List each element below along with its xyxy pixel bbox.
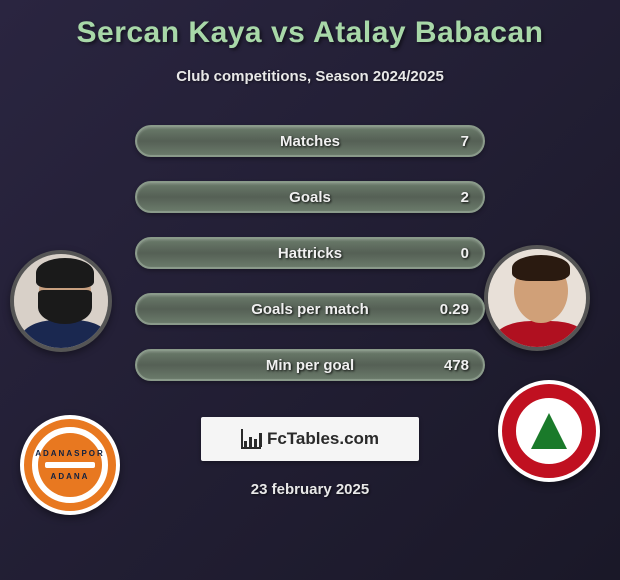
stat-row-goals-per-match: Goals per match 0.29 xyxy=(135,293,485,325)
tree-icon xyxy=(531,413,567,449)
stat-value: 478 xyxy=(444,357,469,374)
stat-value: 0 xyxy=(461,245,469,262)
stat-value: 2 xyxy=(461,189,469,206)
content-area: ADANASPOR ADANA Matches 7 Goals 2 Hattri… xyxy=(0,125,620,498)
stat-label: Min per goal xyxy=(266,357,354,374)
subtitle: Club competitions, Season 2024/2025 xyxy=(176,68,444,85)
logo-text: FcTables.com xyxy=(267,429,379,449)
stat-label: Goals per match xyxy=(251,301,369,318)
comparison-card: Sercan Kaya vs Atalay Babacan Club compe… xyxy=(0,0,620,508)
stat-row-goals: Goals 2 xyxy=(135,181,485,213)
player-right-avatar xyxy=(484,245,590,351)
club-badge-right xyxy=(498,380,600,482)
club-badge-left: ADANASPOR ADANA xyxy=(20,415,120,515)
player-left-avatar xyxy=(10,250,112,352)
chart-icon xyxy=(241,429,261,449)
stat-label: Goals xyxy=(289,189,331,206)
stat-row-min-per-goal: Min per goal 478 xyxy=(135,349,485,381)
stat-label: Matches xyxy=(280,133,340,150)
page-title: Sercan Kaya vs Atalay Babacan xyxy=(77,16,544,50)
badge-left-text-top: ADANASPOR xyxy=(35,449,105,458)
stat-value: 7 xyxy=(461,133,469,150)
stat-label: Hattricks xyxy=(278,245,342,262)
stat-row-hattricks: Hattricks 0 xyxy=(135,237,485,269)
stat-value: 0.29 xyxy=(440,301,469,318)
badge-left-text-bottom: ADANA xyxy=(51,472,90,481)
bridge-icon xyxy=(45,462,95,468)
source-logo: FcTables.com xyxy=(201,417,419,461)
stat-row-matches: Matches 7 xyxy=(135,125,485,157)
stats-list: Matches 7 Goals 2 Hattricks 0 Goals per … xyxy=(135,125,485,381)
